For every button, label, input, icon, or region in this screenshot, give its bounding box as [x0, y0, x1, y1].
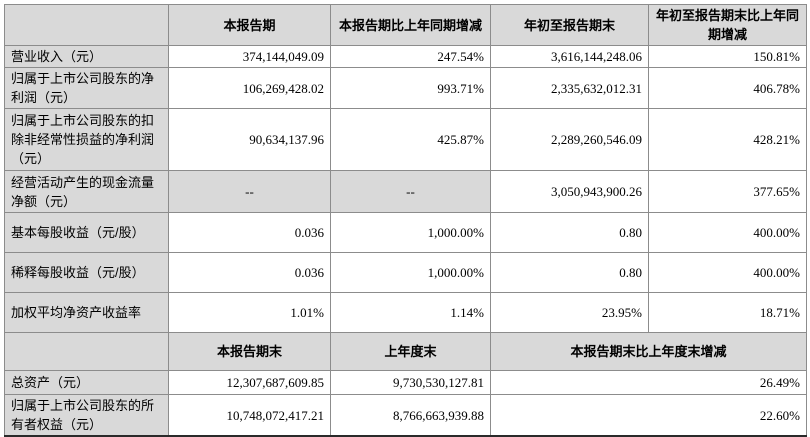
cell-value: 150.81% [648, 45, 807, 68]
cell-value-na: -- [330, 170, 491, 213]
cell-value: 400.00% [648, 252, 807, 293]
table-row-basic-eps: 基本每股收益（元/股） 0.036 1,000.00% 0.80 400.00% [4, 212, 807, 253]
header-current-period: 本报告期 [168, 4, 331, 46]
row-label: 归属于上市公司股东的扣除非经常性损益的净利润（元） [4, 108, 169, 171]
cell-value: 247.54% [330, 45, 491, 68]
cell-value: 9,730,530,127.81 [330, 370, 491, 395]
table-row-weighted-avg-roe: 加权平均净资产收益率 1.01% 1.14% 23.95% 18.71% [4, 292, 807, 333]
cell-value: 106,269,428.02 [168, 67, 331, 109]
row-label: 营业收入（元） [4, 45, 169, 68]
cell-value: 0.036 [168, 212, 331, 253]
cell-value: 22.60% [490, 394, 807, 437]
cell-value: 1,000.00% [330, 212, 491, 253]
row-label: 加权平均净资产收益率 [4, 292, 169, 333]
header-end-of-reporting-period: 本报告期末 [168, 332, 331, 371]
cell-value: 90,634,137.96 [168, 108, 331, 171]
row-label: 归属于上市公司股东的所有者权益（元） [4, 394, 169, 437]
header-year-to-date-yoy-change: 年初至报告期末比上年同期增减 [648, 4, 807, 46]
table-row-total-assets: 总资产（元） 12,307,687,609.85 9,730,530,127.8… [4, 370, 807, 395]
row-label: 归属于上市公司股东的净利润（元） [4, 67, 169, 109]
corner-cell [4, 4, 169, 46]
table-row-operating-cash-flow: 经营活动产生的现金流量净额（元） -- -- 3,050,943,900.26 … [4, 170, 807, 213]
cell-value-na: -- [168, 170, 331, 213]
cell-value: 23.95% [490, 292, 649, 333]
cell-value: 1.01% [168, 292, 331, 333]
row-label: 稀释每股收益（元/股） [4, 252, 169, 293]
row-label: 基本每股收益（元/股） [4, 212, 169, 253]
cell-value: 1.14% [330, 292, 491, 333]
cell-value: 10,748,072,417.21 [168, 394, 331, 437]
financial-report-table: 本报告期 本报告期比上年同期增减 年初至报告期末 年初至报告期末比上年同期增减 … [4, 4, 807, 437]
cell-value: 425.87% [330, 108, 491, 171]
cell-value: 0.036 [168, 252, 331, 293]
cell-value: 2,335,632,012.31 [490, 67, 649, 109]
cell-value: 0.80 [490, 212, 649, 253]
cell-value: 0.80 [490, 252, 649, 293]
corner-cell [4, 332, 169, 371]
cell-value: 2,289,260,546.09 [490, 108, 649, 171]
table-row-diluted-eps: 稀释每股收益（元/股） 0.036 1,000.00% 0.80 400.00% [4, 252, 807, 293]
table-row-net-profit-attributable: 归属于上市公司股东的净利润（元） 106,269,428.02 993.71% … [4, 67, 807, 109]
cell-value: 3,050,943,900.26 [490, 170, 649, 213]
cell-value: 993.71% [330, 67, 491, 109]
cell-value: 8,766,663,939.88 [330, 394, 491, 437]
cell-value: 374,144,049.09 [168, 45, 331, 68]
cell-value: 1,000.00% [330, 252, 491, 293]
header-current-period-yoy-change: 本报告期比上年同期增减 [330, 4, 491, 46]
table-header-row-period-end: 本报告期末 上年度末 本报告期末比上年度末增减 [4, 332, 807, 371]
cell-value: 18.71% [648, 292, 807, 333]
header-end-of-last-year: 上年度末 [330, 332, 491, 371]
cell-value: 400.00% [648, 212, 807, 253]
table-row-equity-attributable: 归属于上市公司股东的所有者权益（元） 10,748,072,417.21 8,7… [4, 394, 807, 437]
cell-value: 377.65% [648, 170, 807, 213]
table-row-net-profit-excl-non-recurring: 归属于上市公司股东的扣除非经常性损益的净利润（元） 90,634,137.96 … [4, 108, 807, 171]
cell-value: 3,616,144,248.06 [490, 45, 649, 68]
row-label: 经营活动产生的现金流量净额（元） [4, 170, 169, 213]
cell-value: 12,307,687,609.85 [168, 370, 331, 395]
cell-value: 406.78% [648, 67, 807, 109]
table-header-row-periods: 本报告期 本报告期比上年同期增减 年初至报告期末 年初至报告期末比上年同期增减 [4, 4, 807, 46]
cell-value: 428.21% [648, 108, 807, 171]
cell-value: 26.49% [490, 370, 807, 395]
row-label: 总资产（元） [4, 370, 169, 395]
table-row-operating-revenue: 营业收入（元） 374,144,049.09 247.54% 3,616,144… [4, 45, 807, 68]
header-period-end-change: 本报告期末比上年度末增减 [490, 332, 807, 371]
header-year-to-date: 年初至报告期末 [490, 4, 649, 46]
